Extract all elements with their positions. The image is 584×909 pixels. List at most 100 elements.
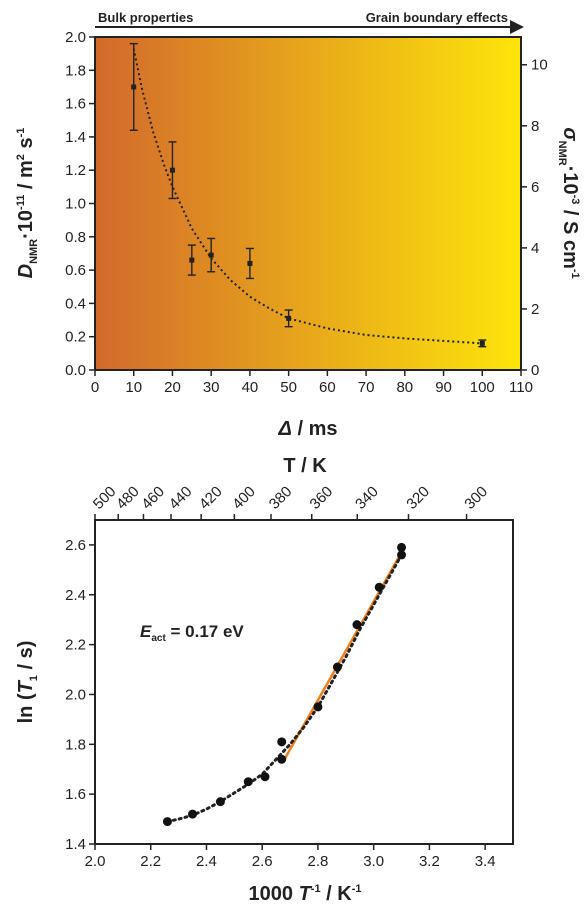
data-point [247,260,253,266]
y2-tick-label: 4 [531,240,539,257]
x-tick-label: 100 [470,379,495,396]
data-point [131,84,137,90]
top-tick-label: 360 [307,483,337,513]
annotation-value: = 0.17 eV [166,622,245,641]
top-tick-label: 460 [138,483,168,513]
axis-ticks: 0 10 20 30 40 50 60 70 80 90 100 1100.00.20.40.60.8… [65,29,548,396]
top-tick-label: 400 [229,483,259,513]
x-tick-label: 3.4 [475,853,496,870]
data-points [162,542,407,827]
x-tick-label: 2.2 [140,853,161,870]
y2-axis-label-unit: / S cm [559,204,581,268]
annotation-subscript: act [151,633,166,644]
data-point [215,797,225,807]
x-tick-label: 90 [435,379,452,396]
y-tick-label: 2.4 [65,587,86,604]
y-tick-label: 2.6 [65,537,86,554]
y-tick-label: 1.6 [65,96,86,113]
y-axis-label-symbol: D [15,264,37,278]
y2-axis-label-exponent: -3 [569,195,581,205]
y-axis-label-unit: / s) [15,641,37,675]
x-tick-label: 30 [203,379,220,396]
top-axis-title: T / K [283,455,327,477]
fit-curve-path [166,553,403,824]
x-tick-label: 10 [125,379,142,396]
data-point [277,754,287,764]
top-tick-label: 480 [113,483,143,513]
y-tick-label: 1.2 [65,162,86,179]
y-axis-label-unit-s: s [15,137,37,154]
x-axis-label-unit: / ms [292,418,338,440]
x-axis-label-symbol: T [299,883,313,905]
data-point [260,772,270,782]
y-axis-label-symbol: T [15,679,37,693]
y-axis-label: ln (T1 / s) [15,641,40,724]
x-tick-label: 50 [280,379,297,396]
data-point [208,252,214,258]
x-tick-label: 60 [319,379,336,396]
y2-axis-label: σNMR·10-3 / S cm-1 [556,127,581,278]
y-tick-label: 0.8 [65,229,86,246]
x-axis-label-exponent: -1 [311,883,321,895]
top-tick-label: 420 [196,483,226,513]
data-point [479,340,485,346]
banner-arrow-head [510,20,524,34]
x-axis-label-unit-exponent: -1 [352,883,362,895]
top-tick-label: 340 [352,483,382,513]
y-tick-label: 1.8 [65,62,86,79]
y-tick-label: 1.4 [65,836,86,853]
y-tick-label: 1.8 [65,736,86,753]
plot-background-gradient [95,37,521,370]
chart-relaxation: T / K 2.0 2.2 2.4 2.6 2.8 3.0 3.2 3.4 1.4 1.6 1.8 2… [15,455,514,905]
chart-diffusion: Bulk properties Grain boundary effects 0… [15,10,581,440]
top-tick-label: 440 [166,483,196,513]
x-tick-label: 2.6 [252,853,273,870]
data-point [397,550,407,560]
data-points [129,42,487,348]
data-point [374,582,384,592]
y2-tick-label: 6 [531,179,539,196]
y-tick-label: 1.6 [65,786,86,803]
x-tick-label: 3.2 [419,853,440,870]
y2-axis-label-symbol: σ [559,127,581,141]
y-axis-label-exponent: -11 [15,195,27,210]
y-tick-label: 2.0 [65,29,86,46]
data-point [169,167,175,173]
x-tick-label: 2.8 [308,853,329,870]
top-tick-label: 320 [403,483,433,513]
x-axis-label-symbol: Δ [277,418,291,440]
x-axis-label: Δ / ms [277,418,337,440]
y-tick-label: 2.2 [65,637,86,654]
y-tick-label: 0.6 [65,262,86,279]
data-point [313,702,323,712]
data-point [162,817,172,827]
x-tick-label: 40 [242,379,259,396]
x-axis-label: 1000 T-1 / K-1 [249,883,362,905]
y-tick-label: 1.0 [65,196,86,213]
y-axis-label-subscript: 1 [28,675,40,681]
x-tick-label: 20 [164,379,181,396]
x-tick-label: 2.0 [85,853,106,870]
x-tick-label: 110 [509,379,533,396]
y-tick-label: 0.4 [65,295,86,312]
data-point [243,777,253,787]
y2-axis-label-subscript: NMR [556,141,568,166]
y-axis-label-prefix: ln ( [15,693,37,723]
data-point [188,809,198,819]
y-tick-label: 0.2 [65,329,86,346]
y2-axis-label-unit-exponent: -1 [569,269,581,279]
plot-frame [94,519,514,845]
annotation-symbol: E [140,622,152,641]
y2-axis-label-factor: ·10 [559,166,581,195]
x-tick-label: 2.4 [196,853,217,870]
y-axis-label-unit-s-exponent: -1 [15,128,27,138]
x-tick-label: 0 [91,379,99,396]
y-axis-label-unit: / m [15,160,37,194]
y2-tick-label: 10 [531,57,548,74]
top-tick-label: 300 [461,483,491,513]
x-axis-label-unit: / K [321,883,353,905]
x-tick-label: 70 [358,379,375,396]
banner-left-label: Bulk properties [98,10,193,25]
